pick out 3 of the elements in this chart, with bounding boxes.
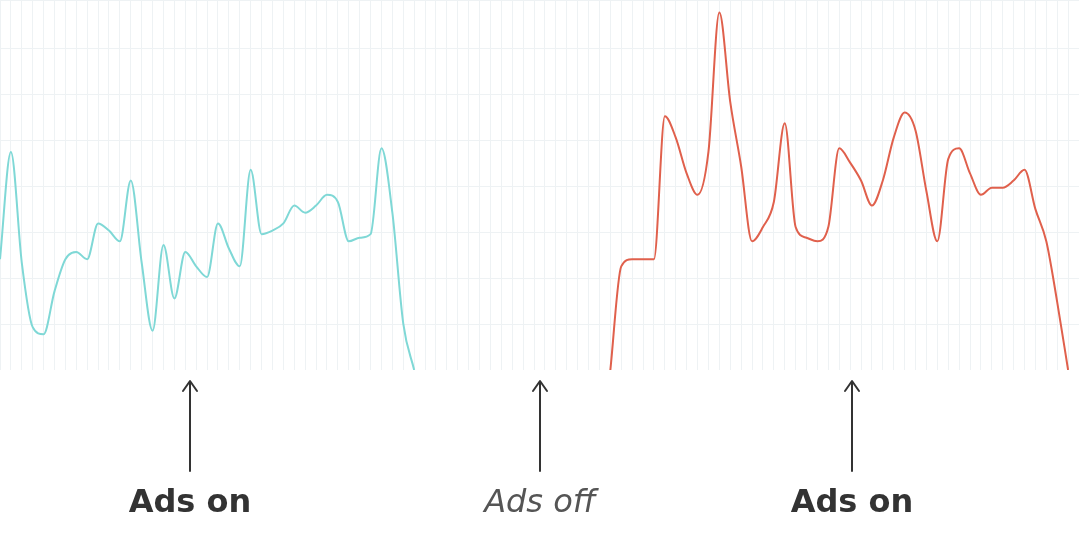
- text: Ads on: [789, 482, 915, 520]
- text: Ads on: [127, 482, 253, 520]
- text: Ads off: [481, 482, 600, 520]
